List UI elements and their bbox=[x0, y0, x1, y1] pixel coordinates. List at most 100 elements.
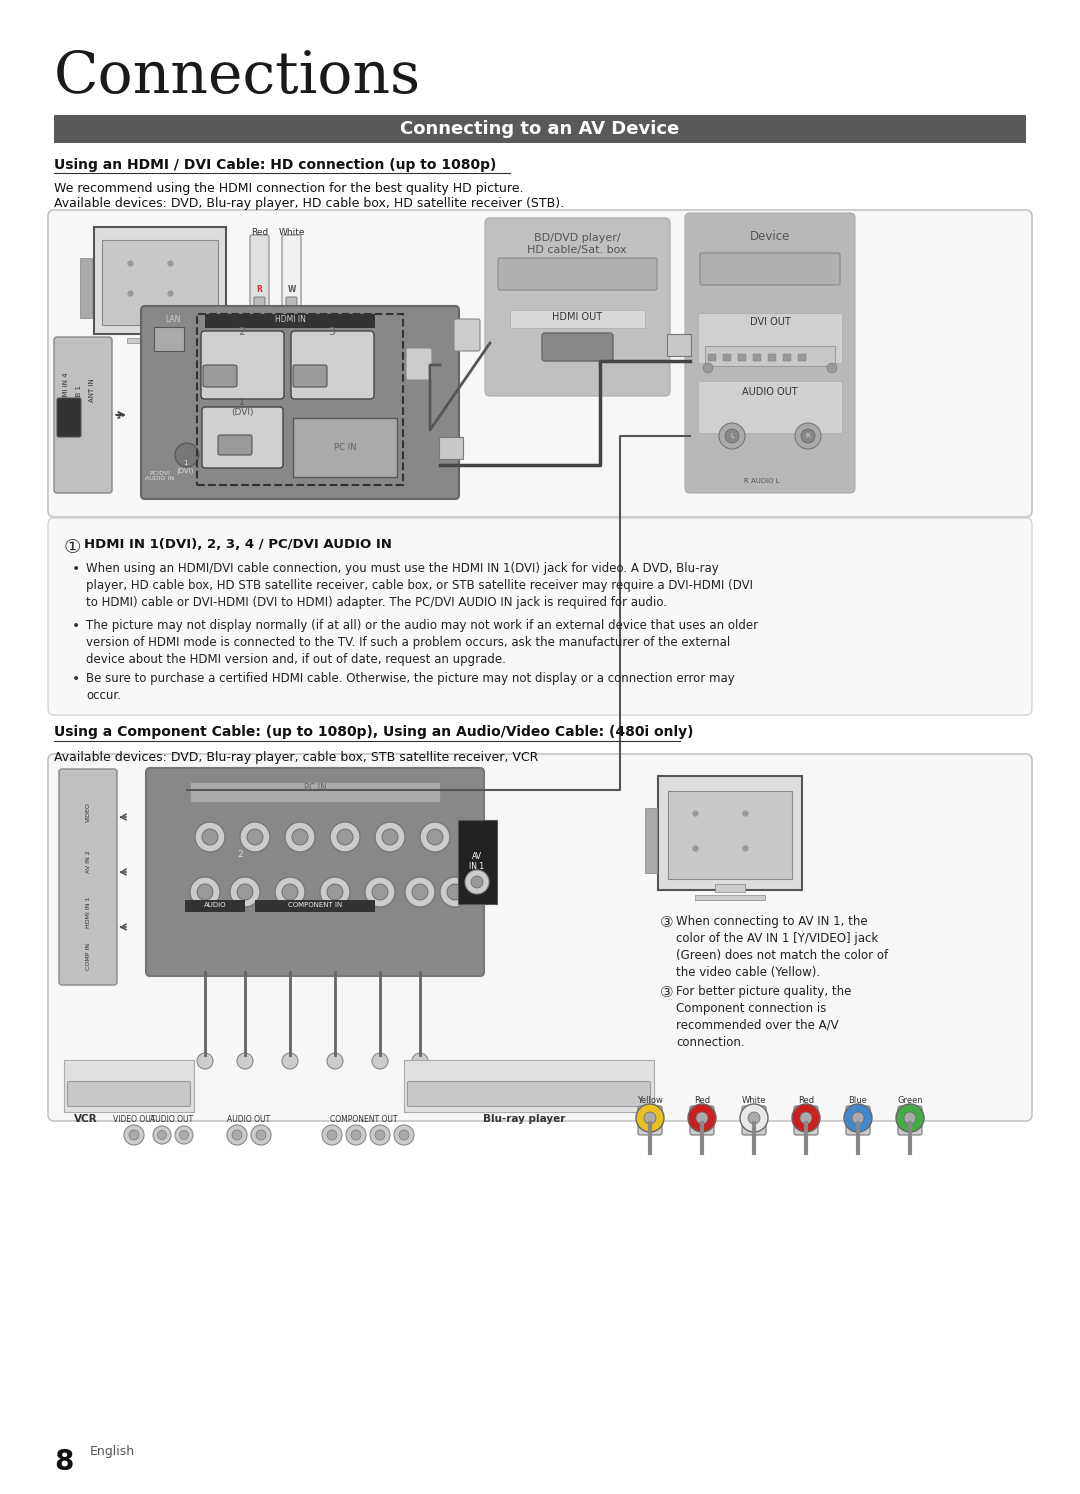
Text: VIDEO OUT: VIDEO OUT bbox=[112, 1115, 156, 1123]
FancyBboxPatch shape bbox=[406, 348, 432, 379]
Text: 2: 2 bbox=[239, 327, 245, 338]
Circle shape bbox=[153, 1126, 171, 1144]
Circle shape bbox=[195, 822, 225, 852]
Text: ANT IN: ANT IN bbox=[89, 378, 95, 402]
Circle shape bbox=[365, 877, 395, 907]
Bar bbox=[768, 354, 777, 362]
Circle shape bbox=[703, 363, 713, 374]
FancyBboxPatch shape bbox=[94, 227, 226, 335]
Circle shape bbox=[275, 877, 305, 907]
Bar bbox=[645, 808, 657, 872]
Circle shape bbox=[372, 1053, 388, 1070]
Text: HDMI IN 1: HDMI IN 1 bbox=[85, 896, 91, 928]
Text: AUDIO OUT: AUDIO OUT bbox=[150, 1115, 193, 1123]
Circle shape bbox=[904, 1112, 916, 1123]
Circle shape bbox=[256, 1129, 266, 1140]
Text: When connecting to AV IN 1, the
color of the AV IN 1 [Y/VIDEO] jack
(Green) does: When connecting to AV IN 1, the color of… bbox=[676, 914, 888, 979]
Circle shape bbox=[327, 1053, 343, 1070]
Text: •: • bbox=[72, 619, 80, 633]
Circle shape bbox=[827, 363, 837, 374]
Circle shape bbox=[327, 1129, 337, 1140]
Text: R: R bbox=[806, 433, 810, 439]
FancyBboxPatch shape bbox=[485, 218, 670, 396]
Text: •: • bbox=[72, 562, 80, 577]
Circle shape bbox=[230, 877, 260, 907]
Bar bbox=[102, 241, 218, 326]
Bar bbox=[698, 381, 842, 433]
Circle shape bbox=[175, 1126, 193, 1144]
Text: R: R bbox=[257, 285, 262, 294]
Text: For better picture quality, the
Component connection is
recommended over the A/V: For better picture quality, the Componen… bbox=[676, 985, 851, 1049]
Bar bbox=[715, 884, 745, 892]
Circle shape bbox=[852, 1112, 864, 1123]
Circle shape bbox=[465, 870, 489, 893]
Circle shape bbox=[696, 1112, 708, 1123]
FancyBboxPatch shape bbox=[458, 820, 497, 904]
Text: Be sure to purchase a certified HDMI cable. Otherwise, the picture may not displ: Be sure to purchase a certified HDMI cab… bbox=[86, 672, 734, 702]
FancyBboxPatch shape bbox=[154, 327, 184, 351]
FancyBboxPatch shape bbox=[498, 258, 657, 290]
Text: ③: ③ bbox=[660, 985, 674, 999]
Text: BD/DVD player/
HD cable/Sat. box: BD/DVD player/ HD cable/Sat. box bbox=[527, 233, 626, 254]
Circle shape bbox=[337, 829, 353, 846]
Circle shape bbox=[129, 1129, 139, 1140]
Text: •: • bbox=[72, 672, 80, 686]
FancyBboxPatch shape bbox=[54, 338, 112, 493]
Text: HDMI IN 1(DVI), 2, 3, 4 / PC/DVI AUDIO IN: HDMI IN 1(DVI), 2, 3, 4 / PC/DVI AUDIO I… bbox=[84, 538, 392, 551]
FancyBboxPatch shape bbox=[203, 365, 237, 387]
Circle shape bbox=[801, 429, 815, 444]
FancyBboxPatch shape bbox=[846, 1106, 870, 1135]
Bar bbox=[798, 354, 806, 362]
Circle shape bbox=[202, 829, 218, 846]
Text: AUDIO OUT: AUDIO OUT bbox=[742, 387, 798, 397]
Bar bbox=[696, 895, 765, 899]
FancyBboxPatch shape bbox=[293, 418, 397, 477]
Text: The picture may not display normally (if at all) or the audio may not work if an: The picture may not display normally (if… bbox=[86, 619, 758, 666]
Text: We recommend using the HDMI connection for the best quality HD picture.: We recommend using the HDMI connection f… bbox=[54, 182, 524, 196]
FancyBboxPatch shape bbox=[897, 1106, 922, 1135]
Text: Connections: Connections bbox=[54, 49, 421, 105]
Text: HDMI IN: HDMI IN bbox=[274, 315, 306, 324]
Text: Red: Red bbox=[251, 229, 268, 238]
Circle shape bbox=[292, 829, 308, 846]
Circle shape bbox=[322, 1125, 342, 1144]
Text: 2: 2 bbox=[238, 850, 243, 859]
Text: PC/DVI
AUDIO IN: PC/DVI AUDIO IN bbox=[146, 471, 175, 481]
Text: English: English bbox=[90, 1445, 135, 1458]
Text: Red: Red bbox=[694, 1097, 710, 1106]
Text: L: L bbox=[730, 433, 734, 439]
FancyBboxPatch shape bbox=[282, 235, 301, 306]
Circle shape bbox=[382, 829, 399, 846]
Bar bbox=[404, 1061, 654, 1112]
Circle shape bbox=[740, 1104, 768, 1132]
Bar bbox=[255, 899, 375, 911]
FancyBboxPatch shape bbox=[638, 1106, 662, 1135]
Text: AV IN 2: AV IN 2 bbox=[85, 850, 91, 874]
Text: W: W bbox=[287, 285, 296, 294]
Bar bbox=[669, 790, 792, 878]
Text: R AUDIO L: R AUDIO L bbox=[744, 478, 780, 484]
Text: Red: Red bbox=[798, 1097, 814, 1106]
FancyBboxPatch shape bbox=[254, 297, 265, 309]
Circle shape bbox=[197, 1053, 213, 1070]
Circle shape bbox=[330, 822, 360, 852]
FancyBboxPatch shape bbox=[685, 214, 855, 493]
Bar bbox=[127, 338, 193, 344]
Text: AUDIO: AUDIO bbox=[204, 902, 226, 908]
Text: Available devices: DVD, Blu-ray player, HD cable box, HD satellite receiver (STB: Available devices: DVD, Blu-ray player, … bbox=[54, 197, 564, 211]
Text: Available devices: DVD, Blu-ray player, cable box, STB satellite receiver, VCR: Available devices: DVD, Blu-ray player, … bbox=[54, 751, 538, 763]
Circle shape bbox=[748, 1112, 760, 1123]
FancyBboxPatch shape bbox=[794, 1106, 818, 1135]
Text: When using an HDMI/DVI cable connection, you must use the HDMI IN 1(DVI) jack fo: When using an HDMI/DVI cable connection,… bbox=[86, 562, 753, 610]
FancyBboxPatch shape bbox=[48, 754, 1032, 1120]
Circle shape bbox=[179, 1131, 189, 1140]
Bar bbox=[147, 329, 173, 336]
FancyBboxPatch shape bbox=[146, 768, 484, 976]
Circle shape bbox=[411, 1053, 428, 1070]
Text: Connecting to an AV Device: Connecting to an AV Device bbox=[401, 120, 679, 137]
FancyBboxPatch shape bbox=[48, 518, 1032, 716]
FancyBboxPatch shape bbox=[742, 1106, 766, 1135]
Text: White: White bbox=[279, 229, 305, 238]
Text: HDMI IN 4: HDMI IN 4 bbox=[63, 372, 69, 408]
Circle shape bbox=[644, 1112, 656, 1123]
